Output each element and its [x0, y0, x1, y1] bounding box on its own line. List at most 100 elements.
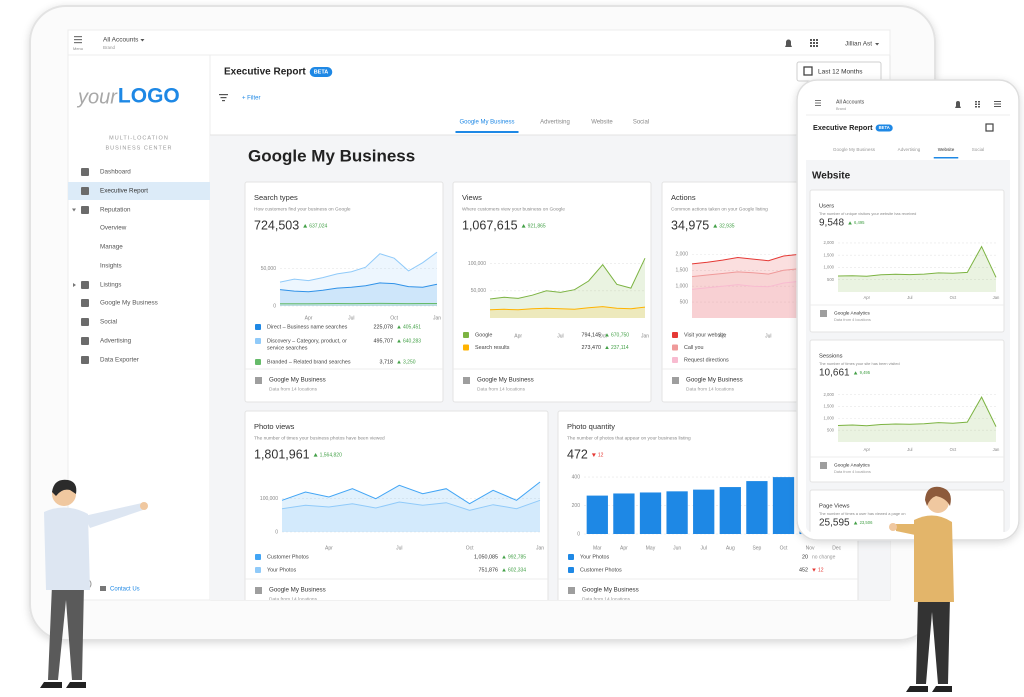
tab[interactable]: Social [633, 120, 649, 126]
card-delta: 921,865 [528, 223, 546, 229]
trend-up-icon [605, 345, 609, 349]
apps-icon [978, 106, 980, 108]
trend-up-icon [848, 221, 852, 225]
x-tick-label: Oct [950, 447, 957, 452]
filter-icon [222, 100, 225, 102]
area-fill [490, 258, 645, 318]
area-fill [838, 246, 996, 292]
apps-icon [816, 45, 818, 47]
legend-swatch [568, 567, 574, 573]
legend-label: Discovery – Category, product, or [267, 338, 347, 344]
legend-label: Request directions [684, 357, 729, 363]
legend-label: Search results [475, 345, 510, 351]
legend-swatch [672, 332, 678, 338]
card-title: Views [462, 193, 482, 202]
nav-icon [81, 337, 89, 345]
x-tick-label: Oct [950, 295, 957, 300]
legend-swatch [672, 344, 678, 351]
area-fill [282, 500, 540, 532]
card-delta: 9,495 [860, 370, 871, 375]
source-note: Data from 4 locations [834, 469, 871, 474]
bar [586, 495, 608, 534]
trend-up-icon [397, 360, 401, 364]
bar [639, 492, 662, 534]
tab-underline [455, 131, 519, 133]
tab[interactable]: Google My Business [833, 147, 876, 152]
card-subtitle: Where customers view your business on Go… [462, 206, 565, 212]
x-tick-label: Apr [863, 295, 870, 300]
legend-label: Call you [684, 345, 703, 351]
area-fill [280, 252, 437, 306]
label: Executive Report [813, 123, 873, 132]
y-tick-label: 500 [827, 427, 835, 432]
caret [140, 39, 145, 42]
label: Google My Business [248, 146, 415, 165]
card-delta: 12 [598, 452, 604, 458]
card [809, 489, 1005, 532]
tab[interactable]: Website [591, 120, 613, 126]
x-tick-label: Jan [536, 545, 544, 551]
card-total: 9,548 [819, 218, 844, 229]
caret [875, 43, 880, 46]
legend-value: 273,470 [582, 345, 602, 351]
legend-delta: 405,451 [403, 324, 421, 330]
source-icon [820, 310, 827, 317]
label[interactable]: + Filter [242, 96, 261, 102]
apps-icon [810, 45, 812, 47]
card-delta: 23,506 [860, 520, 873, 525]
label: Last 12 Months [818, 69, 863, 76]
beta-badge [309, 67, 333, 77]
source-note: Data from 14 locations [686, 386, 735, 392]
tab[interactable]: Website [938, 147, 955, 152]
source-name: Google My Business [477, 377, 534, 384]
y-tick-label: 2,000 [824, 392, 835, 397]
tab[interactable]: Advertising [898, 147, 921, 152]
trend-up-icon [397, 325, 401, 329]
nav-item: Advertising [100, 338, 132, 345]
legend-delta: 3,250 [403, 359, 416, 365]
nav-item: Data Exporter [100, 357, 139, 364]
legend-label: Your Photos [580, 554, 609, 560]
apps-icon [816, 42, 818, 44]
nav-icon [81, 168, 89, 176]
tab[interactable]: Advertising [540, 120, 570, 126]
legend-swatch [255, 567, 261, 573]
menu-icon [994, 101, 1001, 102]
apps-icon [813, 39, 815, 41]
y-tick-label: 0 [275, 529, 278, 535]
nav-icon [81, 356, 89, 364]
legend-label: Your Photos [267, 567, 296, 573]
apps-icon [978, 101, 980, 103]
apps-icon [975, 103, 977, 105]
card-subtitle: The number of times a user has viewed a … [819, 511, 906, 516]
phone-screen: All Accounts Brand Executive Report BETA Goo… [806, 90, 1010, 532]
card-title: Sessions [819, 354, 843, 360]
card-total: 472 [567, 447, 588, 461]
y-tick-label: 100,000 [468, 261, 486, 267]
card-total: 1,801,961 [254, 447, 310, 461]
x-tick-label: May [646, 545, 656, 551]
tab[interactable]: Social [972, 147, 985, 152]
card-subtitle: The number of unique visitors your websi… [819, 211, 916, 216]
card-total: 34,975 [671, 218, 709, 232]
trend-up-icon [502, 568, 506, 572]
contact-link[interactable]: Contact Us [110, 587, 140, 593]
label: Jillian Ast [845, 41, 872, 48]
tab[interactable]: Google My Business [459, 120, 514, 126]
card-total: 1,067,615 [462, 218, 518, 232]
nav-icon [81, 281, 89, 289]
legend-label: Visit your website [684, 332, 726, 338]
nav-item: Dashboard [100, 169, 131, 176]
card-delta: 1,564,820 [320, 452, 342, 458]
source-icon [820, 462, 827, 469]
trend-up-icon [397, 339, 401, 343]
legend-swatch [255, 338, 261, 344]
menu-icon [815, 102, 821, 104]
trend-up-icon [502, 555, 506, 559]
card-delta: 6,495 [854, 220, 865, 225]
card-title: Actions [671, 193, 696, 202]
card [452, 181, 652, 403]
